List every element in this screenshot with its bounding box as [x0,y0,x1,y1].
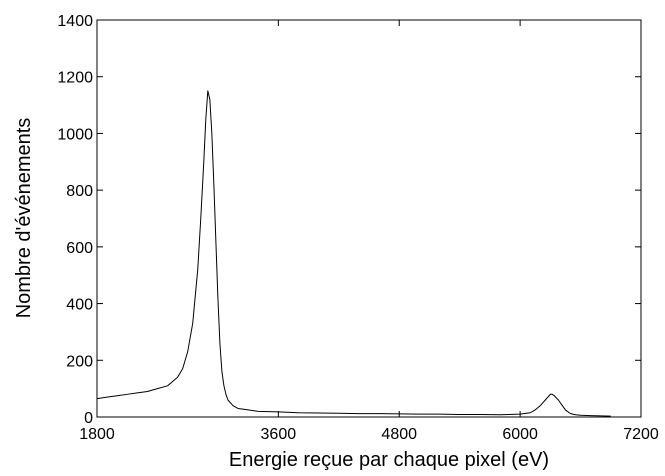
y-tick-label: 0 [84,410,93,427]
x-tick-label: 7200 [623,426,659,443]
y-tick-label: 200 [66,353,93,370]
y-tick-label: 1200 [57,70,93,87]
axis-tick-labels: 1800 3600 4800 6000 7200 0 200 400 600 800 1000 120… [57,13,658,443]
axis-ticks [96,19,642,418]
y-tick-label: 800 [66,183,93,200]
y-axis-title: Nombre d'événements [13,118,35,319]
y-tick-label: 600 [66,240,93,257]
x-tick-label: 4800 [381,426,417,443]
y-tick-label: 1400 [57,13,93,30]
series-line [96,90,611,417]
y-tick-label: 400 [66,297,93,314]
x-tick-label: 6000 [502,426,538,443]
y-tick-label: 1000 [57,126,93,143]
x-tick-label: 3600 [261,426,297,443]
plot-area [96,19,642,418]
x-axis-title: Energie reçue par chaque pixel (eV) [229,449,549,471]
x-tick-label: 1800 [79,426,115,443]
